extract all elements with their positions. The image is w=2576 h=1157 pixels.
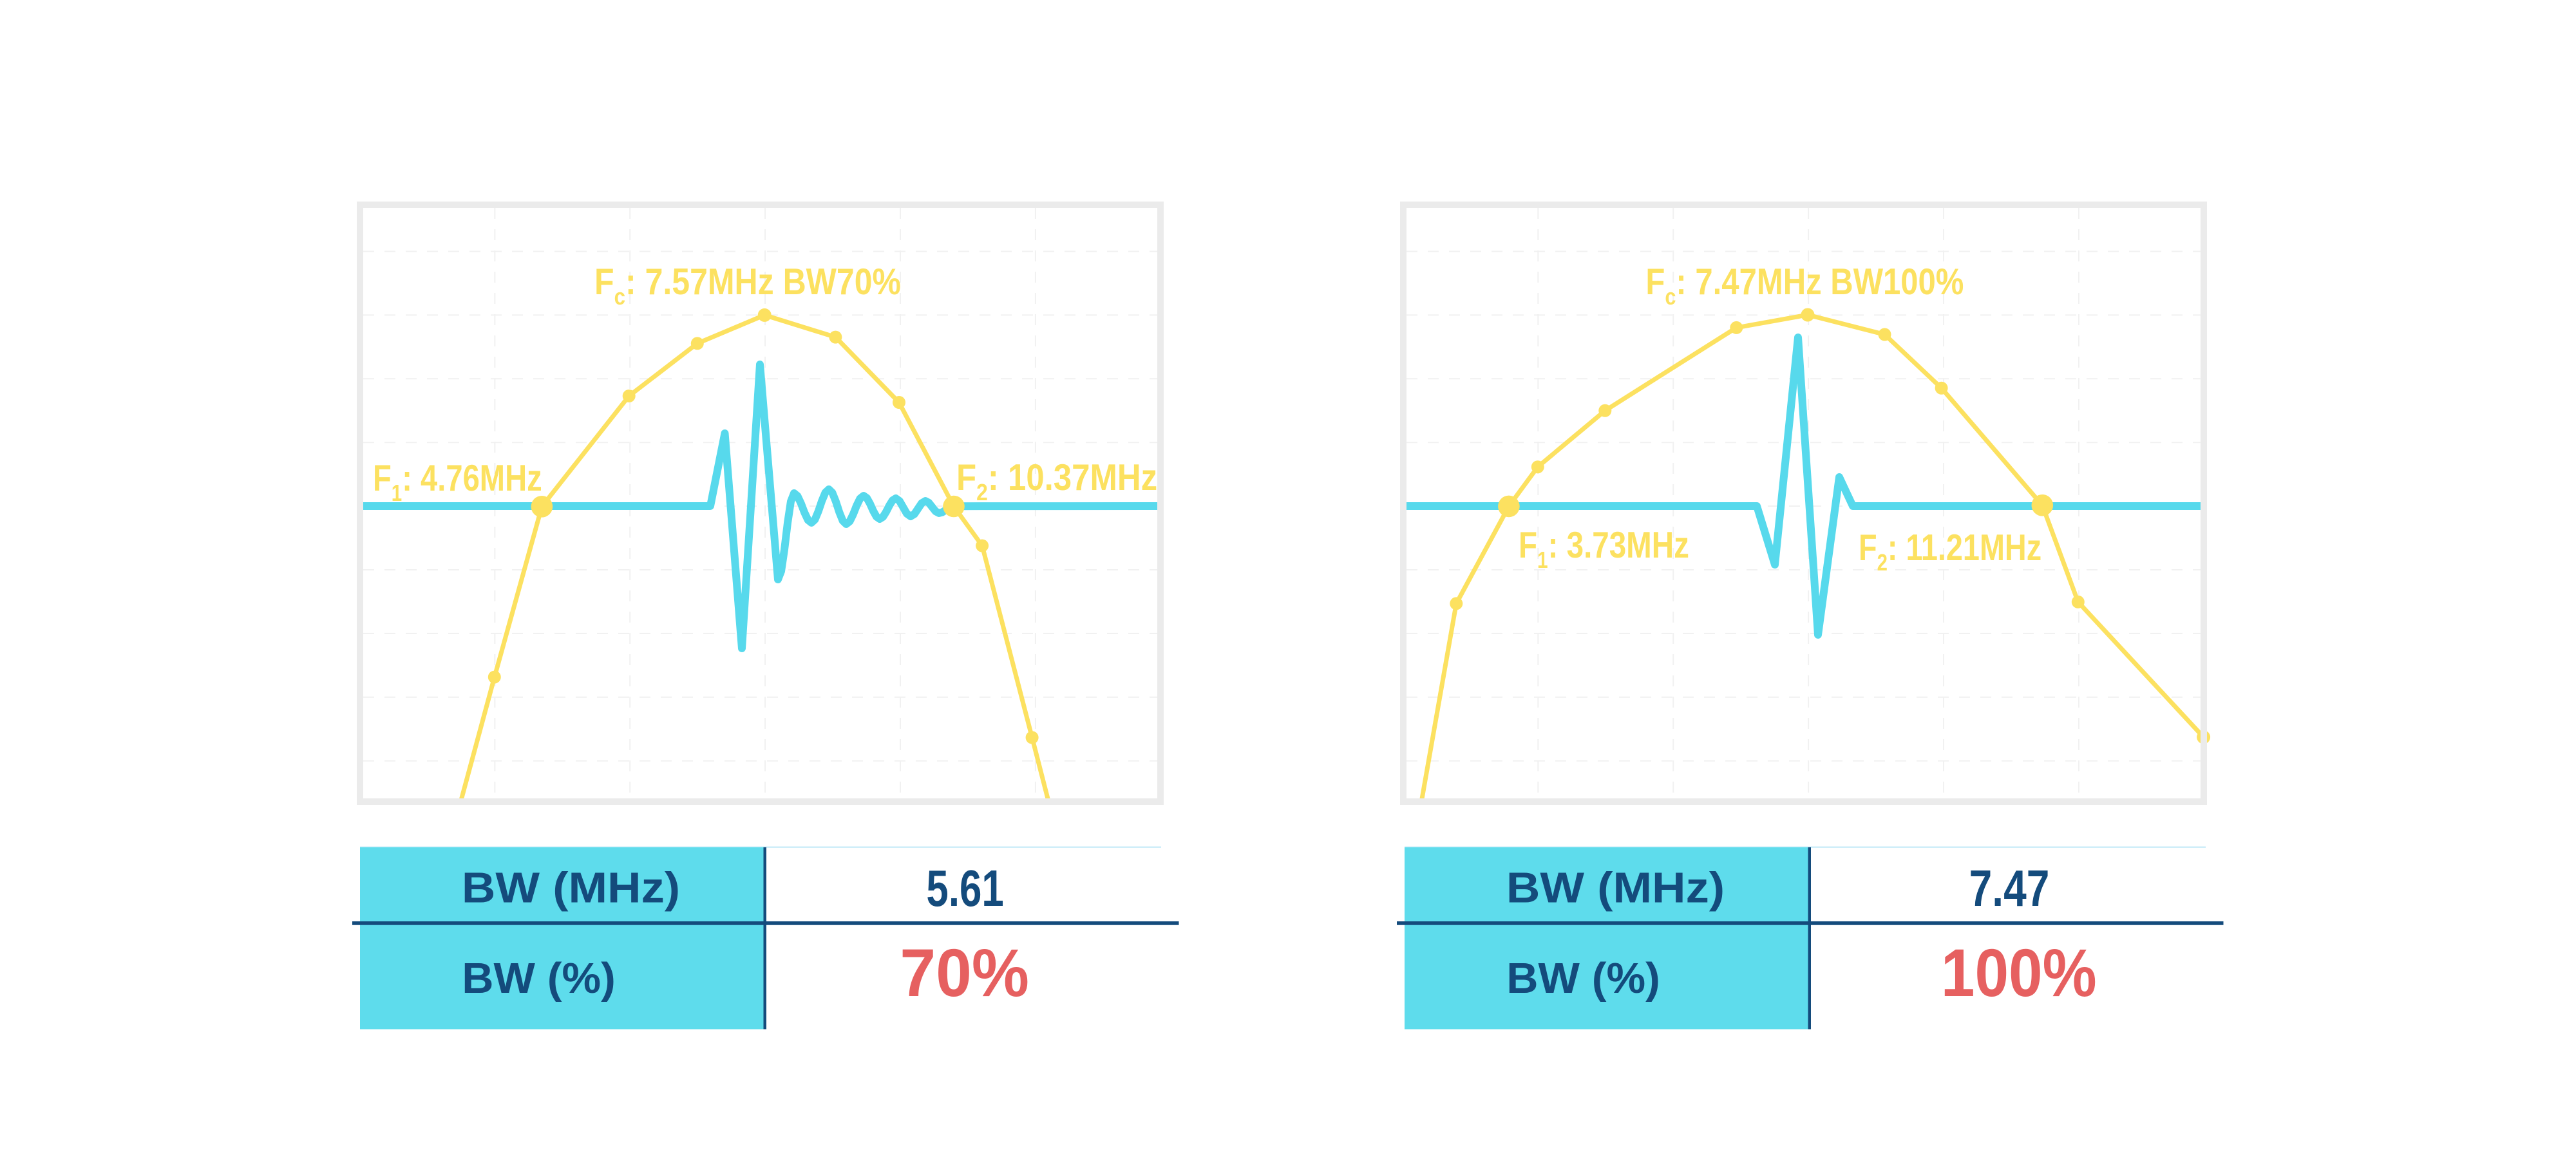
svg-text:70%: 70% xyxy=(900,935,1029,1010)
svg-text:100%: 100% xyxy=(1941,936,2097,1011)
svg-text:BW (%): BW (%) xyxy=(1506,955,1660,1002)
svg-text:BW (MHz): BW (MHz) xyxy=(462,863,680,912)
svg-text:BW (MHz): BW (MHz) xyxy=(1506,863,1725,912)
svg-text:Fc: 7.57MHz BW70%: Fc: 7.57MHz BW70% xyxy=(594,261,901,310)
svg-text:F1: 4.76MHz: F1: 4.76MHz xyxy=(373,458,542,506)
svg-text:7.47: 7.47 xyxy=(1969,860,2050,917)
svg-text:F2: 11.21MHz: F2: 11.21MHz xyxy=(1859,528,2041,576)
svg-text:BW (%): BW (%) xyxy=(462,955,616,1002)
svg-text:Fc: 7.47MHz BW100%: Fc: 7.47MHz BW100% xyxy=(1645,261,1964,310)
svg-text:5.61: 5.61 xyxy=(926,860,1003,917)
svg-text:F1: 3.73MHz: F1: 3.73MHz xyxy=(1519,525,1689,573)
svg-text:F2: 10.37MHz: F2: 10.37MHz xyxy=(956,456,1157,505)
